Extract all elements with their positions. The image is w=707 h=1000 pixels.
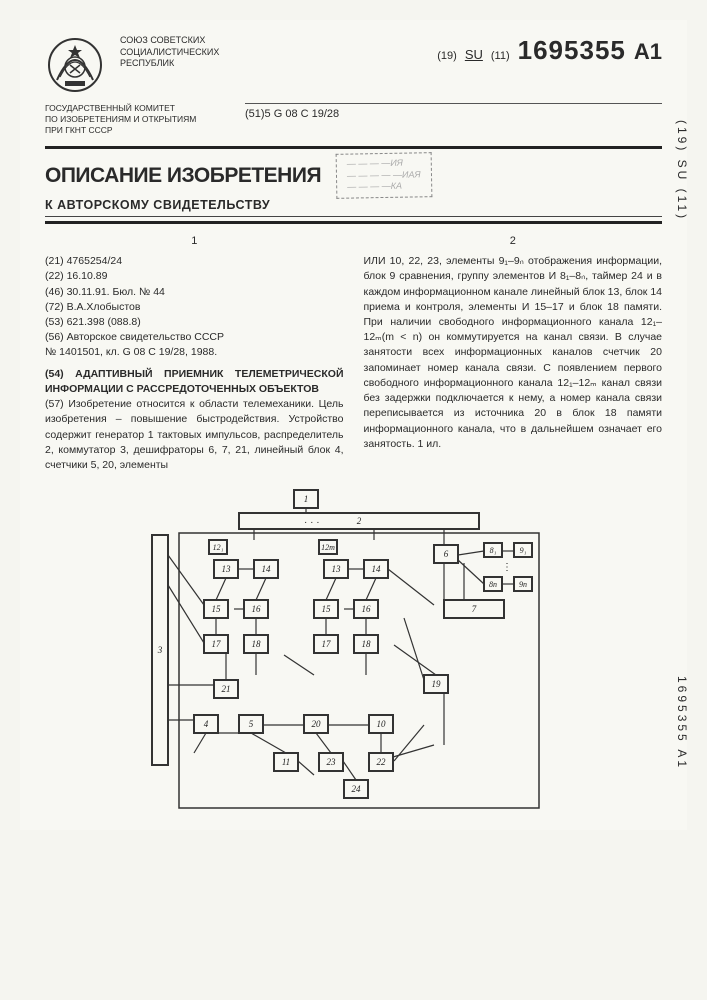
committee-line: ПО ИЗОБРЕТЕНИЯМ И ОТКРЫТИЯМ [45,114,225,125]
svg-text:14: 14 [261,564,271,574]
column-number: 1 [45,234,344,250]
country-code: SU [465,47,483,62]
divider-thick [45,146,662,149]
svg-text:18: 18 [251,639,261,649]
stamp-line: — — — —КА [347,181,421,194]
side-label-bottom: 1695355 A1 [675,676,689,770]
committee-line: ГОСУДАРСТВЕННЫЙ КОМИТЕТ [45,103,225,114]
svg-text:16: 16 [361,604,371,614]
svg-text:7: 7 [471,604,476,614]
block-diagram: 12312₁131412m131468₁9₁8n9n71516151617181… [144,485,564,815]
svg-text:20: 20 [311,719,321,729]
svg-text:1: 1 [303,494,308,504]
biblio-46: (46) 30.11.91. Бюл. № 44 [45,285,344,300]
abstract-left: (57) Изобретение относится к области тел… [45,397,344,473]
second-header-row: ГОСУДАРСТВЕННЫЙ КОМИТЕТ ПО ИЗОБРЕТЕНИЯМ … [45,103,662,136]
biblio-56: (56) Авторское свидетельство СССР [45,330,344,345]
svg-text:16: 16 [251,604,261,614]
svg-text:4: 4 [203,719,208,729]
svg-text:2: 2 [356,516,361,526]
svg-text:6: 6 [443,549,448,559]
main-title: ОПИСАНИЕ ИЗОБРЕТЕНИЯ [45,164,321,188]
svg-text:12₁: 12₁ [212,543,223,552]
pub-suffix: A1 [634,39,662,65]
svg-text:14: 14 [371,564,381,574]
biblio-53: (53) 621.398 (088.8) [45,315,344,330]
svg-text:9₁: 9₁ [519,546,526,555]
authority-block: СОЮЗ СОВЕТСКИХ СОЦИАЛИСТИЧЕСКИХ РЕСПУБЛИ… [120,35,219,70]
invention-title: (54) АДАПТИВНЫЙ ПРИЕМНИК ТЕЛЕМЕТРИЧЕСКОЙ… [45,367,344,397]
svg-text:13: 13 [331,564,341,574]
column-number: 2 [364,234,663,250]
svg-text:12m: 12m [321,543,335,552]
svg-text:· · ·: · · · [304,517,320,528]
svg-text:15: 15 [211,604,221,614]
ipc-classification: (51)5 G 08 C 19/28 [245,103,662,136]
publication-id: (19) SU (11) 1695355 A1 [437,35,662,66]
svg-text:11: 11 [281,757,289,767]
authority-line: РЕСПУБЛИК [120,58,219,70]
svg-text:13: 13 [221,564,231,574]
biblio-21: (21) 4765254/24 [45,254,344,269]
svg-text:3: 3 [156,645,162,655]
title-row: ОПИСАНИЕ ИЗОБРЕТЕНИЯ — — — —ИЯ — — — — —… [45,153,662,198]
svg-text:23: 23 [326,757,336,767]
biblio-72: (72) В.А.Хлобыстов [45,300,344,315]
svg-text:⋮: ⋮ [502,562,512,573]
svg-text:18: 18 [361,639,371,649]
header-row: СОЮЗ СОВЕТСКИХ СОЦИАЛИСТИЧЕСКИХ РЕСПУБЛИ… [45,35,662,95]
biblio-22: (22) 16.10.89 [45,269,344,284]
svg-text:8₁: 8₁ [489,546,496,555]
svg-text:10: 10 [376,719,386,729]
ussr-emblem-icon [45,35,105,95]
stamp-line: — — — — —ИАЯ [347,169,421,182]
svg-text:5: 5 [248,719,253,729]
divider-thin [45,216,662,217]
text-columns: 1 (21) 4765254/24 (22) 16.10.89 (46) 30.… [45,234,662,473]
pub-number: 1695355 [518,35,626,66]
left-column: 1 (21) 4765254/24 (22) 16.10.89 (46) 30.… [45,234,344,473]
svg-text:21: 21 [221,684,230,694]
patent-page: СОЮЗ СОВЕТСКИХ СОЦИАЛИСТИЧЕСКИХ РЕСПУБЛИ… [20,20,687,830]
svg-text:15: 15 [321,604,331,614]
right-column: 2 ИЛИ 10, 22, 23, элементы 9₁–9ₙ отображ… [364,234,663,473]
field-11-label: (11) [491,50,510,62]
abstract-right: ИЛИ 10, 22, 23, элементы 9₁–9ₙ отображен… [364,254,663,452]
committee-line: ПРИ ГКНТ СССР [45,125,225,136]
block-diagram-container: 12312₁131412m131468₁9₁8n9n71516151617181… [45,485,662,815]
svg-text:17: 17 [211,639,221,649]
svg-text:8n: 8n [489,580,497,589]
biblio-56b: № 1401501, кл. G 08 C 19/28, 1988. [45,345,344,360]
svg-text:19: 19 [431,679,441,689]
svg-text:9n: 9n [519,580,527,589]
committee-block: ГОСУДАРСТВЕННЫЙ КОМИТЕТ ПО ИЗОБРЕТЕНИЯМ … [45,103,225,136]
side-label-top: (19) SU (11) [675,120,689,221]
divider-thick [45,221,662,224]
authority-line: СОЮЗ СОВЕТСКИХ [120,35,219,47]
svg-text:24: 24 [351,784,361,794]
subtitle: К АВТОРСКОМУ СВИДЕТЕЛЬСТВУ [45,198,662,212]
field-19-label: (19) [437,50,457,62]
svg-text:17: 17 [321,639,331,649]
library-stamp: — — — —ИЯ — — — — —ИАЯ — — — —КА [336,152,432,199]
authority-line: СОЦИАЛИСТИЧЕСКИХ [120,47,219,59]
svg-text:22: 22 [376,757,386,767]
